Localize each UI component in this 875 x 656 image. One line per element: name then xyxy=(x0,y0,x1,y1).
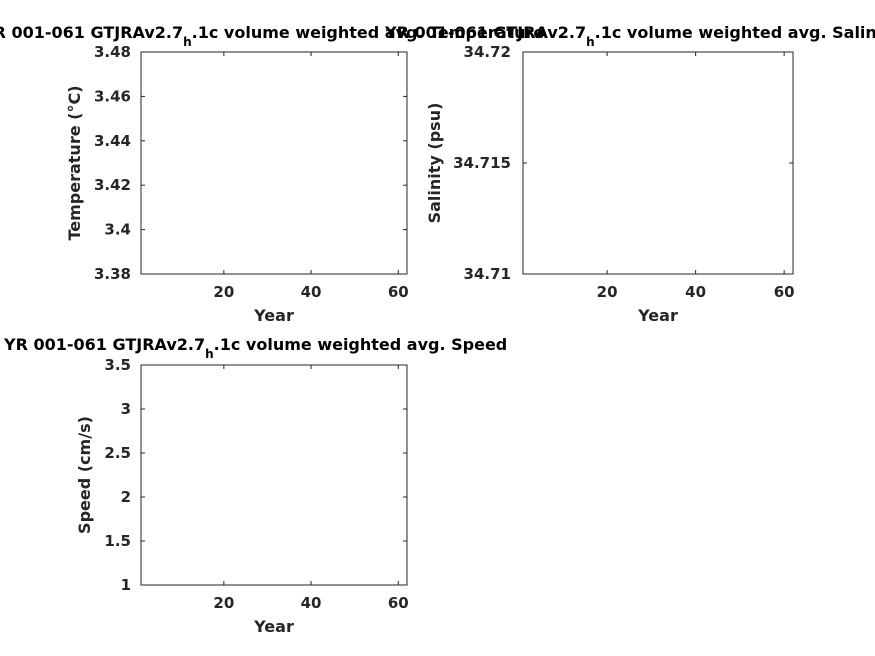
y-tick-label: 3.46 xyxy=(94,87,131,105)
y-tick-label: 3 xyxy=(121,400,131,418)
y-tick-label: 34.71 xyxy=(464,265,511,283)
chart-2: 20 40 60 34.71 34.715 34.72 Year Salinity (psu) xyxy=(425,43,795,325)
y-tick-label: 1.5 xyxy=(104,532,131,550)
x-axis-label: Year xyxy=(253,617,294,636)
y-tick-label: 3.42 xyxy=(94,176,131,194)
title-rest: .1c volume weighted avg. Speed xyxy=(214,335,508,354)
title-subscript: h xyxy=(205,347,214,361)
y-tick-label: 3.48 xyxy=(94,43,131,61)
y-axis-label: Salinity (psu) xyxy=(425,103,444,224)
y-tick-label: 3.4 xyxy=(104,221,131,239)
x-tick-label: 60 xyxy=(388,283,409,301)
x-tick-label: 20 xyxy=(213,594,234,612)
y-tick-label: 34.715 xyxy=(453,154,511,172)
chart-title-3: YR 001-061 GTJRAv2.7h.1c volume weighted… xyxy=(3,335,507,361)
y-tick-label: 3.38 xyxy=(94,265,131,283)
chart-1: 20 40 60 3.38 3.4 3.42 3.44 3.46 3.48 Year Tempera… xyxy=(65,43,409,325)
title-subscript: h xyxy=(183,35,192,49)
x-tick-label: 60 xyxy=(774,283,795,301)
y-tick-label: 3.5 xyxy=(104,356,131,374)
title-rest: .1c volume weighted avg. Salinity xyxy=(595,23,875,42)
title-main: YR 001-061 GTJRAv2.7 xyxy=(0,23,183,42)
title-subscript: h xyxy=(586,35,595,49)
x-axis-label: Year xyxy=(253,306,294,325)
x-tick-label: 40 xyxy=(685,283,706,301)
y-tick-label: 3.44 xyxy=(94,132,131,150)
y-tick-label: 2 xyxy=(121,488,131,506)
x-tick-label: 20 xyxy=(213,283,234,301)
y-tick-label: 1 xyxy=(121,576,131,594)
title-rest: .1c volume weighted avg. Temperature xyxy=(192,23,545,42)
title-main: YR 001-061 GTJRAv2.7 xyxy=(3,335,205,354)
chart-title-1: YR 001-061 GTJRAv2.7h.1c volume weighted… xyxy=(0,23,544,49)
x-tick-label: 40 xyxy=(301,594,322,612)
x-tick-label: 60 xyxy=(388,594,409,612)
chart-3: 20 40 60 1 1.5 2 2.5 3 3.5 Year Speed (cm/s) xyxy=(75,356,409,636)
y-tick-label: 2.5 xyxy=(104,444,131,462)
y-axis-label: Temperature (°C) xyxy=(65,85,84,240)
x-tick-label: 20 xyxy=(597,283,618,301)
axes-frame xyxy=(522,51,794,275)
axes-frame xyxy=(140,51,408,275)
chart-title-2: YR 001-061 GTJRAv2.7h.1c volume weighted… xyxy=(384,23,875,49)
axes-frame xyxy=(140,364,408,586)
y-axis-label: Speed (cm/s) xyxy=(75,416,94,534)
x-axis-label: Year xyxy=(637,306,678,325)
title-main: YR 001-061 GTJRAv2.7 xyxy=(384,23,586,42)
x-tick-label: 40 xyxy=(301,283,322,301)
y-tick-label: 34.72 xyxy=(464,43,511,61)
